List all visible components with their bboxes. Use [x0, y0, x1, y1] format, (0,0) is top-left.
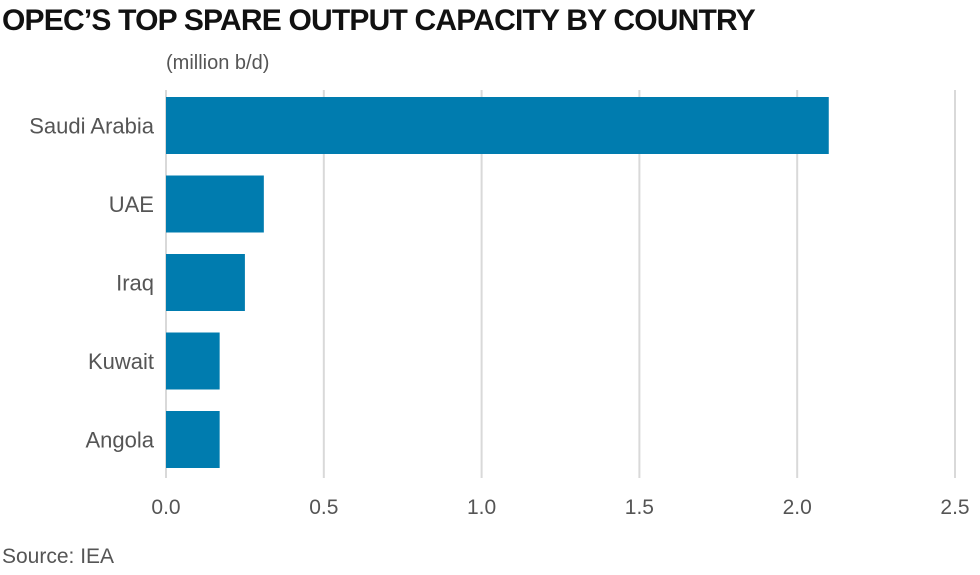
- bar-chart: Saudi Arabia UAE Iraq Kuwait Angola 0.0 0.5 1.…: [29, 90, 970, 519]
- x-tick-labels: 0.0 0.5 1.0 1.5 2.0 2.5: [151, 496, 969, 519]
- category-label: UAE: [109, 192, 154, 217]
- category-labels: Saudi Arabia UAE Iraq Kuwait Angola: [29, 114, 155, 453]
- source-note: Source: IEA: [2, 545, 115, 568]
- x-tick-label: 1.0: [467, 496, 496, 519]
- bar-uae: [166, 175, 264, 233]
- x-tick-label: 2.0: [783, 496, 812, 519]
- category-label: Angola: [85, 428, 154, 453]
- category-label: Iraq: [116, 271, 154, 296]
- unit-label: (million b/d): [166, 52, 270, 74]
- bar-iraq: [166, 254, 245, 311]
- x-tick-label: 2.5: [940, 496, 969, 519]
- x-tick-label: 0.0: [151, 496, 180, 519]
- chart-title: OPEC’S TOP SPARE OUTPUT CAPACITY BY COUN…: [2, 4, 756, 37]
- bar-angola: [166, 411, 220, 468]
- bar-kuwait: [166, 332, 220, 390]
- x-tick-label: 1.5: [625, 496, 654, 519]
- category-label: Saudi Arabia: [29, 114, 155, 139]
- bars: [166, 97, 829, 468]
- category-label: Kuwait: [88, 349, 154, 374]
- bar-saudi-arabia: [166, 97, 829, 154]
- x-tick-label: 0.5: [309, 496, 338, 519]
